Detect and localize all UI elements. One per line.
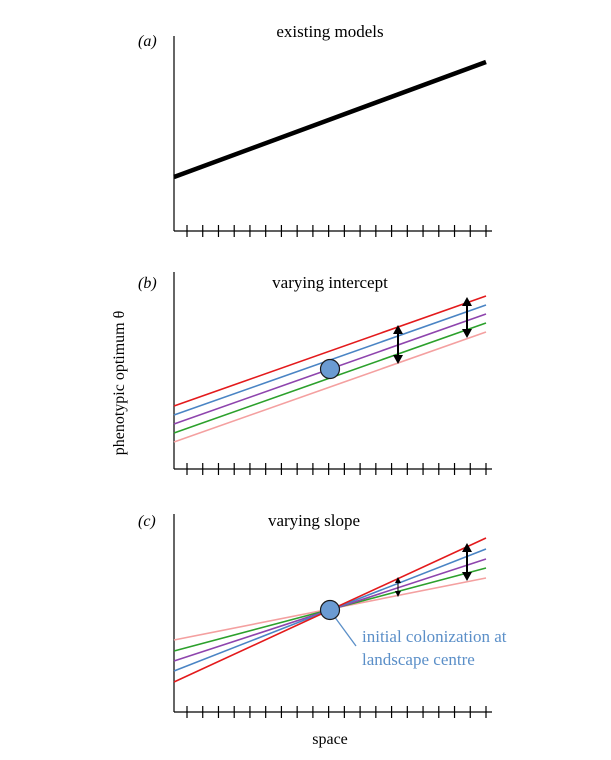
- double-arrow-icon: [393, 325, 403, 364]
- panel-b: (b) varying intercept: [138, 272, 492, 475]
- panel-c-title: varying slope: [268, 511, 360, 530]
- panel-b-line-red: [173, 295, 487, 407]
- annotation-line-1: initial colonization at: [362, 627, 507, 646]
- panel-c: (c) varying slope initial colonization a…: [138, 511, 507, 718]
- panel-a-title: existing models: [276, 22, 383, 41]
- panel-a-ticks: [186, 225, 487, 237]
- panel-b-line-pink: [173, 331, 487, 443]
- panel-b-ticks: [186, 463, 487, 475]
- panel-c-ticks: [186, 706, 487, 718]
- panel-a-label: (a): [138, 33, 157, 50]
- panel-c-label: (c): [138, 513, 156, 530]
- panel-b-label: (b): [138, 275, 157, 292]
- double-arrow-icon: [462, 543, 472, 581]
- colonization-point-icon: [319, 599, 341, 621]
- double-arrow-icon: [462, 297, 472, 338]
- panel-a: (a) existing models: [138, 22, 492, 237]
- colonization-point-icon: [319, 358, 341, 380]
- double-arrow-icon: [395, 577, 401, 597]
- y-axis-label: phenotypic optimum θ: [111, 311, 128, 456]
- panel-b-title: varying intercept: [272, 273, 388, 292]
- annotation-leader-line: [333, 615, 357, 647]
- annotation-line-2: landscape centre: [362, 650, 475, 669]
- panel-a-trend-line: [173, 59, 487, 180]
- x-axis-label: space: [312, 731, 348, 748]
